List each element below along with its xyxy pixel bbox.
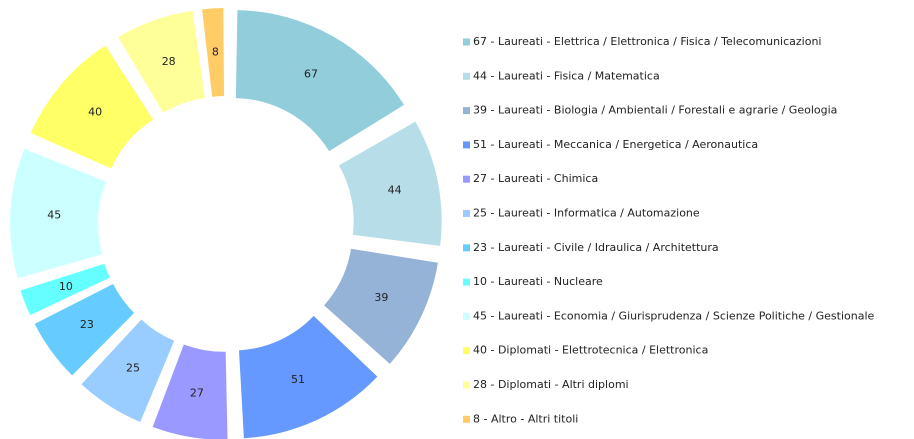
slice xyxy=(20,263,110,316)
legend-label: 45 - Laureati - Economia / Giurisprudenz… xyxy=(473,309,875,322)
legend-label: 51 - Laureati - Meccanica / Energetica /… xyxy=(473,138,758,151)
slice xyxy=(238,315,378,439)
legend-label: 27 - Laureati - Chimica xyxy=(473,172,598,185)
legend-swatch xyxy=(463,244,470,252)
slice-label: 27 xyxy=(190,387,204,400)
slice xyxy=(202,8,225,97)
legend-swatch xyxy=(463,107,470,115)
legend-label: 28 - Diplomati - Altri diplomi xyxy=(473,378,629,391)
legend-label: 39 - Laureati - Biologia / Ambientali / … xyxy=(473,104,837,117)
slice-label: 23 xyxy=(80,318,94,331)
slice-label: 10 xyxy=(59,280,73,293)
legend-label: 44 - Laureati - Fisica / Matematica xyxy=(473,69,660,82)
legend-swatch xyxy=(463,38,470,46)
legend-label: 23 - Laureati - Civile / Idraulica / Arc… xyxy=(473,241,719,254)
slice xyxy=(10,149,107,279)
slice xyxy=(338,121,442,246)
legend-swatch xyxy=(463,175,470,183)
legend-swatch xyxy=(463,210,470,217)
slice xyxy=(118,10,205,113)
slice-label: 51 xyxy=(291,373,305,386)
legend-label: 10 - Laureati - Nucleare xyxy=(473,275,603,288)
legend-swatch xyxy=(463,415,470,423)
legend-swatch xyxy=(463,312,470,320)
slice-label: 67 xyxy=(304,67,318,80)
slice-label: 28 xyxy=(162,55,176,68)
legend-swatch xyxy=(463,381,470,389)
legend-swatch xyxy=(463,347,470,355)
slice-label: 25 xyxy=(126,362,140,375)
legend-swatch xyxy=(463,72,470,80)
slice xyxy=(81,319,175,423)
slice xyxy=(30,45,154,169)
legend-label: 67 - Laureati - Elettrica / Elettronica … xyxy=(473,35,821,48)
slice-label: 45 xyxy=(47,208,61,221)
slice xyxy=(34,284,135,376)
legend-swatch xyxy=(463,141,470,149)
slice xyxy=(235,10,404,152)
legend-label: 40 - Diplomati - Elettrotecnica / Elettr… xyxy=(473,344,708,357)
slice-label: 40 xyxy=(88,105,102,118)
slice xyxy=(324,248,438,364)
slice xyxy=(152,344,228,439)
legend-label: 25 - Laureati - Informatica / Automazion… xyxy=(473,207,700,220)
legend-swatch xyxy=(463,278,470,286)
legend-label: 8 - Altro - Altri titoli xyxy=(473,412,578,425)
slice-label: 39 xyxy=(374,291,388,304)
slice-label: 8 xyxy=(212,45,219,58)
slice-label: 44 xyxy=(388,183,402,196)
